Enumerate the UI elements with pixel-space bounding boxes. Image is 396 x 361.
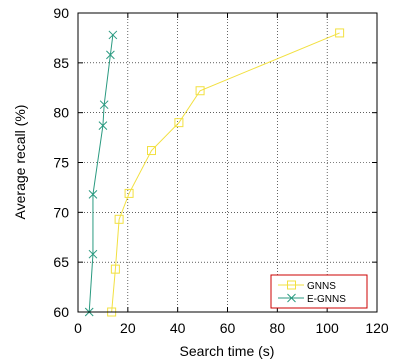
x-tick-label: 120 [365,320,389,336]
legend-e-gnns-label: E-GNNS [307,294,346,305]
y-tick-label: 60 [53,304,69,320]
axis-ticks [77,12,378,313]
y-tick-labels: 60 65 70 75 80 85 90 [53,5,69,320]
series-gnns [107,28,345,317]
y-tick-label: 85 [53,55,69,71]
y-tick-label: 65 [53,254,69,270]
data-point-e-gnns [98,121,108,130]
y-tick-label: 90 [53,5,69,21]
legend: GNNS E-GNNS [270,274,368,309]
data-point-e-gnns [88,249,98,259]
y-axis-title: Average recall (%) [12,105,28,220]
series-e-gnns [84,30,118,317]
data-point-e-gnns [106,50,115,60]
data-point-e-gnns [99,100,109,110]
x-tick-label: 20 [120,320,136,336]
data-point-e-gnns [108,30,118,40]
x-tick-label: 100 [315,320,339,336]
data-point-gnns [114,214,124,224]
legend-item-gnns: GNNS [278,280,336,292]
x-tick-label: 0 [74,320,82,336]
x-tick-label: 80 [270,320,286,336]
legend-gnns-label: GNNS [307,281,336,292]
x-tick-label: 40 [170,320,186,336]
x-tick-labels: 0 20 40 60 80 100 120 [74,320,389,336]
data-point-gnns [195,86,205,96]
plot-frame [77,12,378,313]
legend-gnns-marker [287,280,296,290]
data-point-gnns [335,28,345,38]
y-tick-label: 70 [53,204,69,220]
legend-item-e-gnns: E-GNNS [278,293,346,305]
data-point-gnns [174,118,184,128]
y-tick-label: 75 [53,155,69,171]
x-tick-label: 60 [220,320,236,336]
legend-e-gnns-marker [287,293,296,303]
data-point-gnns [124,188,134,198]
series-layer [84,28,345,317]
series-line-gnns [111,32,340,313]
data-point-e-gnns [88,190,98,199]
data-point-gnns [147,146,157,156]
data-point-gnns [110,264,120,274]
grid-lines [78,13,377,312]
y-tick-label: 80 [53,105,69,121]
series-line-e-gnns [88,34,114,313]
x-axis-title: Search time (s) [180,343,275,359]
